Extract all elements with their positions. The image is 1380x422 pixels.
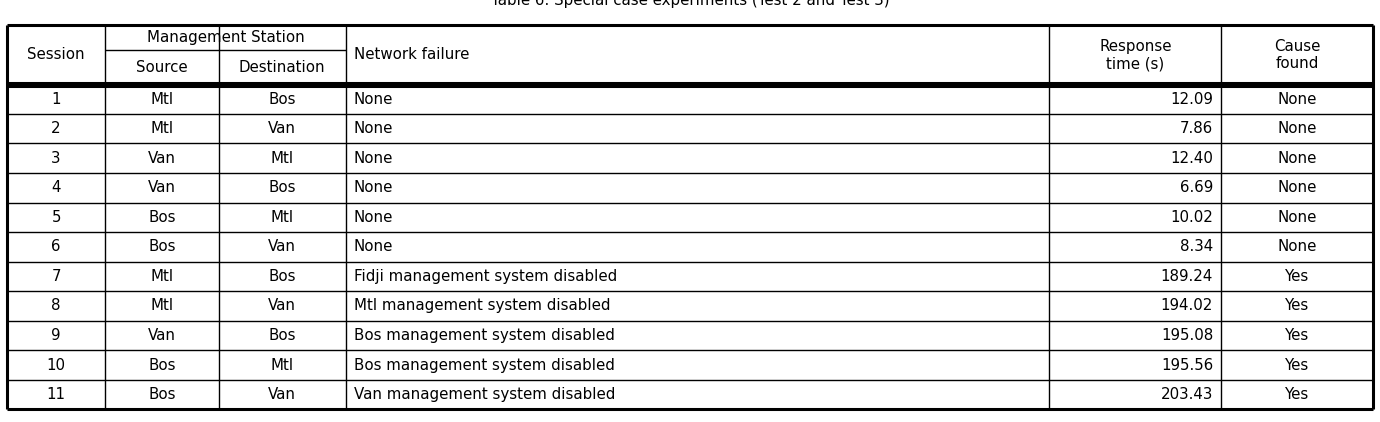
Text: None: None [1278, 210, 1317, 225]
Text: Cause
found: Cause found [1274, 39, 1321, 71]
Text: 3: 3 [51, 151, 61, 166]
Text: 10: 10 [47, 357, 66, 373]
Text: Session: Session [28, 47, 86, 62]
Text: 1: 1 [51, 92, 61, 107]
Text: Van: Van [148, 151, 177, 166]
Text: 203.43: 203.43 [1161, 387, 1213, 402]
Text: Mtl: Mtl [150, 121, 174, 136]
Text: 12.09: 12.09 [1170, 92, 1213, 107]
Text: Van: Van [268, 121, 297, 136]
Text: None: None [355, 239, 393, 254]
Text: Source: Source [137, 60, 188, 75]
Text: None: None [1278, 121, 1317, 136]
Text: Yes: Yes [1285, 298, 1310, 314]
Text: Yes: Yes [1285, 387, 1310, 402]
Text: Yes: Yes [1285, 357, 1310, 373]
Text: None: None [1278, 239, 1317, 254]
Text: None: None [355, 121, 393, 136]
Text: Van: Van [268, 298, 297, 314]
Text: 8.34: 8.34 [1180, 239, 1213, 254]
Text: Bos: Bos [148, 387, 175, 402]
Text: Bos: Bos [269, 180, 295, 195]
Text: Network failure: Network failure [355, 47, 469, 62]
Text: Mtl: Mtl [150, 92, 174, 107]
Text: 195.56: 195.56 [1161, 357, 1213, 373]
Text: 189.24: 189.24 [1161, 269, 1213, 284]
Text: 11: 11 [47, 387, 66, 402]
Text: Mtl management system disabled: Mtl management system disabled [355, 298, 610, 314]
Text: 2: 2 [51, 121, 61, 136]
Text: Fidji management system disabled: Fidji management system disabled [355, 269, 617, 284]
Text: 6: 6 [51, 239, 61, 254]
Text: Bos: Bos [269, 92, 295, 107]
Text: None: None [355, 210, 393, 225]
Text: Van: Van [148, 328, 177, 343]
Text: Van: Van [148, 180, 177, 195]
Text: Bos management system disabled: Bos management system disabled [355, 328, 615, 343]
Text: Bos management system disabled: Bos management system disabled [355, 357, 615, 373]
Text: Mtl: Mtl [150, 269, 174, 284]
Text: 10.02: 10.02 [1170, 210, 1213, 225]
Text: Management Station: Management Station [146, 30, 305, 45]
Text: None: None [355, 151, 393, 166]
Text: None: None [1278, 180, 1317, 195]
Text: 4: 4 [51, 180, 61, 195]
Text: Bos: Bos [148, 239, 175, 254]
Text: Bos: Bos [148, 210, 175, 225]
Text: None: None [355, 180, 393, 195]
Text: Bos: Bos [148, 357, 175, 373]
Text: None: None [355, 92, 393, 107]
Text: Bos: Bos [269, 328, 295, 343]
Text: Van: Van [268, 387, 297, 402]
Text: 8: 8 [51, 298, 61, 314]
Text: Van management system disabled: Van management system disabled [355, 387, 615, 402]
Text: 6.69: 6.69 [1180, 180, 1213, 195]
Text: None: None [1278, 151, 1317, 166]
Text: Destination: Destination [239, 60, 326, 75]
Text: 7.86: 7.86 [1180, 121, 1213, 136]
Text: 12.40: 12.40 [1170, 151, 1213, 166]
Text: None: None [1278, 92, 1317, 107]
Text: Van: Van [268, 239, 297, 254]
Text: Mtl: Mtl [270, 357, 294, 373]
Text: Yes: Yes [1285, 328, 1310, 343]
Text: Table 6: Special case experiments (Test 2 and Test 3): Table 6: Special case experiments (Test … [491, 0, 889, 8]
Text: Mtl: Mtl [150, 298, 174, 314]
Text: 7: 7 [51, 269, 61, 284]
Text: Bos: Bos [269, 269, 295, 284]
Text: Mtl: Mtl [270, 210, 294, 225]
Text: Response
time (s): Response time (s) [1098, 39, 1172, 71]
Text: 195.08: 195.08 [1161, 328, 1213, 343]
Text: 9: 9 [51, 328, 61, 343]
Text: Mtl: Mtl [270, 151, 294, 166]
Text: Yes: Yes [1285, 269, 1310, 284]
Text: 5: 5 [51, 210, 61, 225]
Text: 194.02: 194.02 [1161, 298, 1213, 314]
